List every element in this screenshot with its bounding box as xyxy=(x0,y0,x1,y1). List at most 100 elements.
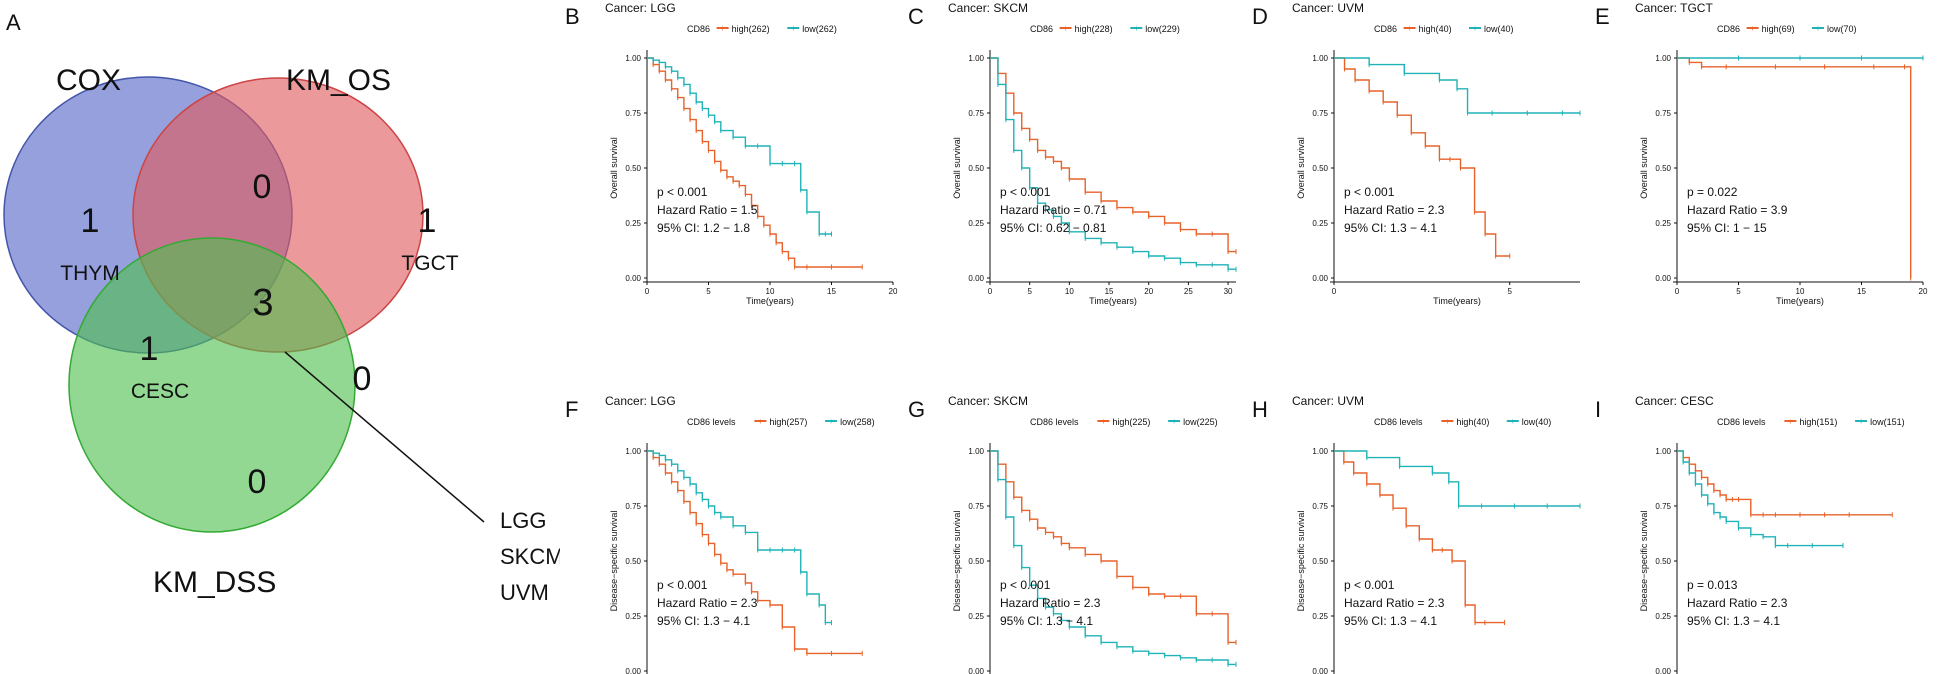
legend-title: CD86 xyxy=(1374,24,1397,34)
y-tick-label: 0.00 xyxy=(625,667,641,674)
y-tick-label: 0.25 xyxy=(625,219,641,228)
legend-label-high: high(40) xyxy=(1456,417,1489,427)
venn-count-km-os-km-dss: 0 xyxy=(353,360,372,398)
legend-label-low: low(151) xyxy=(1870,417,1905,427)
y-axis-label: Disease−specific survival xyxy=(1639,511,1649,612)
venn-set-label-km-dss: KM_DSS xyxy=(153,566,276,599)
venn-callout-line xyxy=(284,351,485,523)
annotation-line: p < 0.001 xyxy=(657,185,708,199)
annotation-line: Hazard Ratio = 3.9 xyxy=(1687,203,1788,217)
series-line-low xyxy=(1677,450,1844,547)
x-axis-label: Time(years) xyxy=(1433,296,1481,306)
y-tick-label: 0.75 xyxy=(625,502,641,511)
venn-count-km-os-only: 1 xyxy=(418,202,437,240)
x-tick-label: 15 xyxy=(827,287,836,296)
panel-label: C xyxy=(908,4,924,29)
x-tick-label: 20 xyxy=(1919,287,1928,296)
panel-label: D xyxy=(1252,4,1268,29)
x-tick-label: 5 xyxy=(1507,287,1512,296)
x-axis-label: Time(years) xyxy=(1776,296,1824,306)
panel-label-a: A xyxy=(6,10,21,35)
annotation-line: 95% CI: 1.3 − 4.1 xyxy=(1344,221,1437,235)
venn-set-label-cox: COX xyxy=(56,64,121,97)
panel-label: I xyxy=(1595,397,1601,422)
panel-label: G xyxy=(908,397,925,422)
venn-label-km-os-only: TGCT xyxy=(401,252,458,275)
series-line-low xyxy=(990,450,1236,666)
venn-count-cox-km-dss: 1 xyxy=(140,330,159,368)
legend-title: CD86 levels xyxy=(687,417,736,427)
y-axis-label: Overall survival xyxy=(1639,137,1649,199)
annotation-line: 95% CI: 1.3 − 4.1 xyxy=(1344,614,1437,628)
chart-title: Cancer: LGG xyxy=(605,1,676,15)
legend-label-low: low(40) xyxy=(1522,417,1552,427)
series-line-low xyxy=(647,57,832,235)
annotation-line: 95% CI: 1.2 − 1.8 xyxy=(657,221,750,235)
series-line-high xyxy=(1334,57,1510,257)
series-line-low xyxy=(990,57,1236,270)
annotation-line: p < 0.001 xyxy=(1344,578,1395,592)
y-tick-label: 0.75 xyxy=(1655,109,1671,118)
venn-count-km-dss-only: 0 xyxy=(248,463,267,501)
y-tick-label: 0.50 xyxy=(1312,557,1328,566)
legend-title: CD86 levels xyxy=(1717,417,1766,427)
annotation-line: Hazard Ratio = 2.3 xyxy=(1000,596,1101,610)
legend-label-high: high(262) xyxy=(732,24,770,34)
km-panel-h: H Cancer: UVM CD86 levels + high(40) + low(40)… xyxy=(1252,394,1581,674)
x-tick-label: 0 xyxy=(1675,287,1680,296)
venn-set-label-km-os: KM_OS xyxy=(286,64,391,97)
y-tick-label: 0.75 xyxy=(968,502,984,511)
annotation-line: p < 0.001 xyxy=(1000,185,1051,199)
y-tick-label: 0.75 xyxy=(1312,109,1328,118)
series-line-high xyxy=(1677,57,1912,278)
y-tick-label: 0.75 xyxy=(625,109,641,118)
y-tick-label: 0.75 xyxy=(1312,502,1328,511)
venn-diagram: A COX KM_OS KM_DSS 1 THYM 0 1 TGCT 3 1 C… xyxy=(3,10,560,605)
legend-label-high: high(257) xyxy=(769,417,807,427)
x-tick-label: 5 xyxy=(1736,287,1741,296)
y-tick-label: 0.00 xyxy=(968,274,984,283)
legend-label-low: low(40) xyxy=(1484,24,1514,34)
annotation-line: p < 0.001 xyxy=(657,578,708,592)
annotation-line: Hazard Ratio = 2.3 xyxy=(1687,596,1788,610)
y-tick-label: 0.50 xyxy=(968,557,984,566)
legend-label-high: high(40) xyxy=(1419,24,1452,34)
y-tick-label: 0.50 xyxy=(968,164,984,173)
y-axis-label: Overall survival xyxy=(609,137,619,199)
y-tick-label: 1.00 xyxy=(968,54,984,63)
legend-mark-low: + xyxy=(1859,417,1864,426)
venn-count-cox-km-os: 0 xyxy=(253,168,272,206)
annotation-line: p = 0.022 xyxy=(1687,185,1738,199)
y-tick-label: 0.25 xyxy=(1312,219,1328,228)
x-tick-label: 15 xyxy=(1105,287,1114,296)
y-tick-label: 0.50 xyxy=(1312,164,1328,173)
y-tick-label: 0.25 xyxy=(968,612,984,621)
legend-label-low: low(262) xyxy=(802,24,837,34)
legend-mark-high: + xyxy=(1750,24,1755,33)
panel-label: E xyxy=(1595,4,1610,29)
legend-title: CD86 xyxy=(1717,24,1740,34)
panel-label: B xyxy=(565,4,580,29)
venn-count-cox-only: 1 xyxy=(81,202,100,240)
km-panel-d: D Cancer: UVM CD86 + high(40) + low(40) 0.00 0.2… xyxy=(1252,1,1581,306)
legend-mark-high: + xyxy=(1063,24,1068,33)
x-tick-label: 10 xyxy=(1796,287,1805,296)
legend-label-high: high(225) xyxy=(1112,417,1150,427)
series-line-high xyxy=(647,57,863,268)
legend-label-high: high(228) xyxy=(1075,24,1113,34)
legend-label-low: low(225) xyxy=(1183,417,1218,427)
legend-mark-low: + xyxy=(1134,24,1139,33)
x-tick-label: 10 xyxy=(766,287,775,296)
legend-mark-high: + xyxy=(1101,417,1106,426)
series-line-low xyxy=(1334,57,1580,114)
y-tick-label: 0.50 xyxy=(1655,164,1671,173)
y-tick-label: 1.00 xyxy=(625,54,641,63)
venn-callout-item: LGG xyxy=(500,508,546,533)
y-tick-label: 1.00 xyxy=(968,447,984,456)
km-panel-b: B Cancer: LGG CD86 + high(262) + low(262) 0.00 0… xyxy=(565,1,898,306)
venn-callout-item: UVM xyxy=(500,580,549,605)
chart-title: Cancer: UVM xyxy=(1292,394,1364,408)
legend-title: CD86 levels xyxy=(1374,417,1423,427)
